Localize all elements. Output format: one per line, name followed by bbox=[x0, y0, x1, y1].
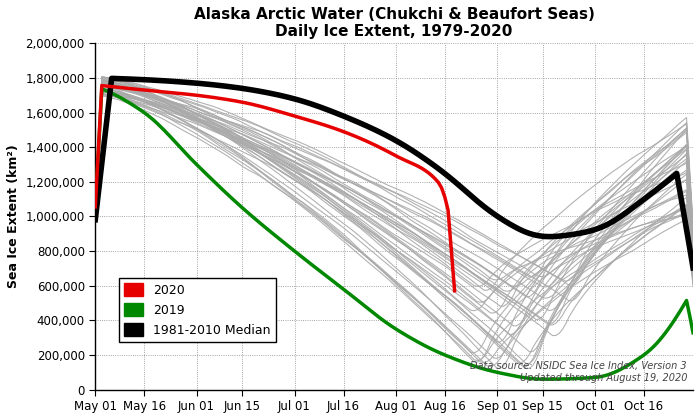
Title: Alaska Arctic Water (Chukchi & Beaufort Seas)
Daily Ice Extent, 1979-2020: Alaska Arctic Water (Chukchi & Beaufort … bbox=[194, 7, 594, 39]
Legend: 2020, 2019, 1981-2010 Median: 2020, 2019, 1981-2010 Median bbox=[120, 278, 276, 342]
Y-axis label: Sea Ice Extent (km²): Sea Ice Extent (km²) bbox=[7, 144, 20, 289]
Text: Data source: NSIDC Sea Ice Index, Version 3
Updated through August 19, 2020: Data source: NSIDC Sea Ice Index, Versio… bbox=[470, 361, 687, 383]
